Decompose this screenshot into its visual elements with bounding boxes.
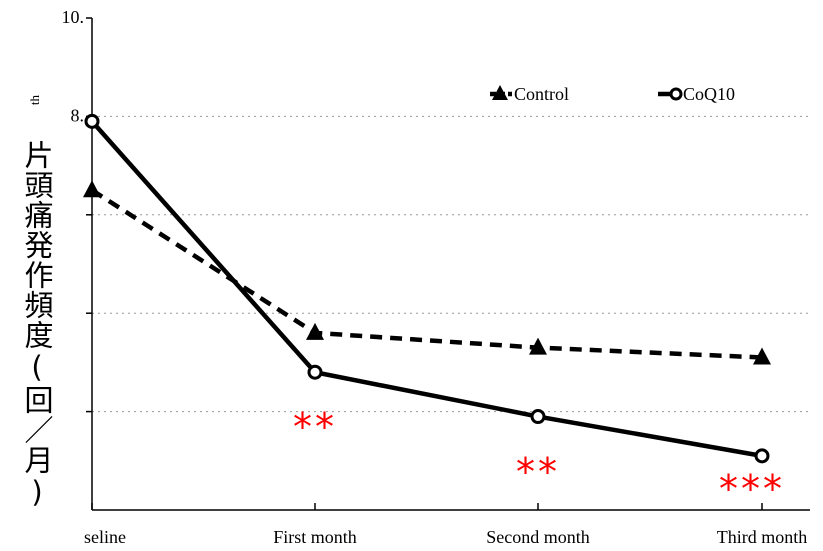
data-point-coq10	[754, 448, 770, 464]
data-point-control	[753, 347, 771, 365]
data-point-control	[529, 337, 547, 355]
significance-marker: **	[293, 405, 337, 449]
data-point-coq10	[307, 364, 323, 380]
legend-marker-coq10	[669, 87, 683, 101]
y-tick-label: 8.	[71, 105, 85, 125]
data-point-coq10	[84, 113, 100, 129]
significance-marker: ***	[719, 467, 785, 511]
x-tick-label: Second month	[486, 527, 590, 547]
x-tick-label: Third month	[717, 527, 808, 547]
y-axis-label: 片頭痛発作頻度(回／月)	[20, 140, 54, 510]
legend-label-coq10: CoQ10	[683, 84, 735, 104]
series-line-control	[90, 188, 763, 360]
x-tick-label: seline	[84, 527, 126, 547]
ylabel-fragment: th	[27, 94, 43, 106]
data-point-control	[83, 180, 101, 198]
significance-marker: **	[516, 450, 560, 494]
legend-label-control: Control	[514, 84, 569, 104]
legend-marker-control	[492, 85, 508, 100]
y-tick-label: 10.	[62, 7, 85, 27]
data-point-control	[306, 322, 324, 340]
series-line-coq10	[90, 119, 763, 459]
x-tick-label: First month	[273, 527, 357, 547]
data-point-coq10	[530, 409, 546, 425]
